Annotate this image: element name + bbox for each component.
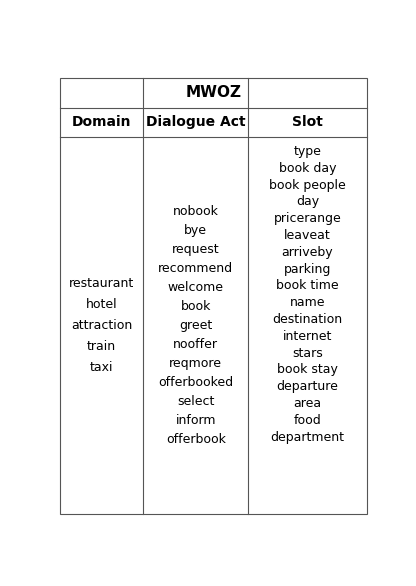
Text: type
book day
book people
day
pricerange
leaveat
arriveby
parking
book time
name: type book day book people day pricerange…	[269, 145, 346, 444]
Text: Domain: Domain	[72, 115, 131, 130]
Text: MWOZ: MWOZ	[185, 86, 241, 100]
Text: nobook
bye
request
recommend
welcome
book
greet
nooffer
reqmore
offerbooked
sele: nobook bye request recommend welcome boo…	[158, 205, 233, 446]
Text: restaurant
hotel
attraction
train
taxi: restaurant hotel attraction train taxi	[69, 277, 134, 374]
Text: Slot: Slot	[292, 115, 323, 130]
Text: Dialogue Act: Dialogue Act	[146, 115, 245, 130]
